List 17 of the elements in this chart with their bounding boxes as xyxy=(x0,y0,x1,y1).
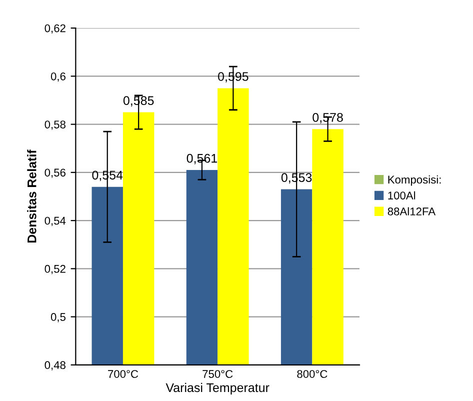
x-tick-label: 800°C xyxy=(297,370,328,378)
y-tick-label: 0,48 xyxy=(44,361,66,370)
x-tick-label: 700°C xyxy=(108,370,138,378)
y-tick-label: 0,6 xyxy=(50,72,66,82)
data-label: 0,561 xyxy=(186,154,218,164)
x-tick-label: 750°C xyxy=(202,370,233,378)
x-axis-title: Variasi Temperatur xyxy=(166,382,270,395)
y-tick-label: 0,54 xyxy=(44,216,66,226)
y-axis-title: Densitas Relatif xyxy=(27,150,36,243)
y-tick-label: 0,62 xyxy=(44,24,66,34)
y-tick-label: 0,52 xyxy=(44,264,66,274)
y-tick-label: 0,56 xyxy=(44,168,66,178)
y-tick-label: 0,5 xyxy=(50,313,66,322)
y-tick-label: 0,58 xyxy=(44,120,66,130)
legend-label: Komposisi: xyxy=(388,175,441,186)
legend-label: 100Al xyxy=(388,191,416,200)
legend-label: 88Al12FA xyxy=(388,207,436,216)
